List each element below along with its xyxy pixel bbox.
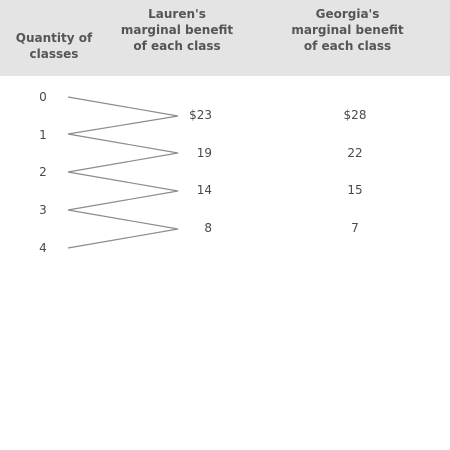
lauren-header-line-1: Lauren's (148, 7, 206, 21)
quantity-cell: 0 (39, 90, 47, 104)
georgia-benefit-cell: $28 (343, 108, 367, 122)
lauren-benefit-cell: $23 (189, 108, 212, 122)
table-header-band (0, 0, 450, 76)
georgia-benefit-cell: 7 (351, 221, 359, 235)
quantity-column-header: Quantity of classes (4, 30, 104, 62)
lauren-header-line-2: marginal benefit (120, 23, 234, 37)
quantity-header-line-1: Quantity of (15, 31, 93, 45)
quantity-header-line-2: classes (29, 47, 79, 61)
lauren-benefit-cell: 8 (204, 221, 212, 235)
lauren-benefit-cell: 19 (196, 146, 212, 160)
quantity-cell: 2 (39, 165, 47, 179)
quantity-cell: 1 (39, 128, 47, 142)
quantity-cell: 4 (39, 241, 47, 255)
quantity-cell: 3 (39, 203, 47, 217)
georgia-benefit-cell: 15 (347, 183, 363, 197)
lauren-header-line-3: of each class (133, 39, 221, 53)
lauren-column-header: Lauren's marginal benefit of each class (112, 6, 242, 54)
georgia-column-header: Georgia's marginal benefit of each class (280, 6, 415, 54)
zigzag-line (67, 96, 179, 249)
georgia-header-line-1: Georgia's (315, 7, 380, 21)
georgia-header-line-3: of each class (303, 39, 392, 53)
georgia-header-line-2: marginal benefit (291, 23, 404, 37)
georgia-benefit-cell: 22 (347, 146, 363, 160)
lauren-benefit-cell: 14 (196, 183, 212, 197)
